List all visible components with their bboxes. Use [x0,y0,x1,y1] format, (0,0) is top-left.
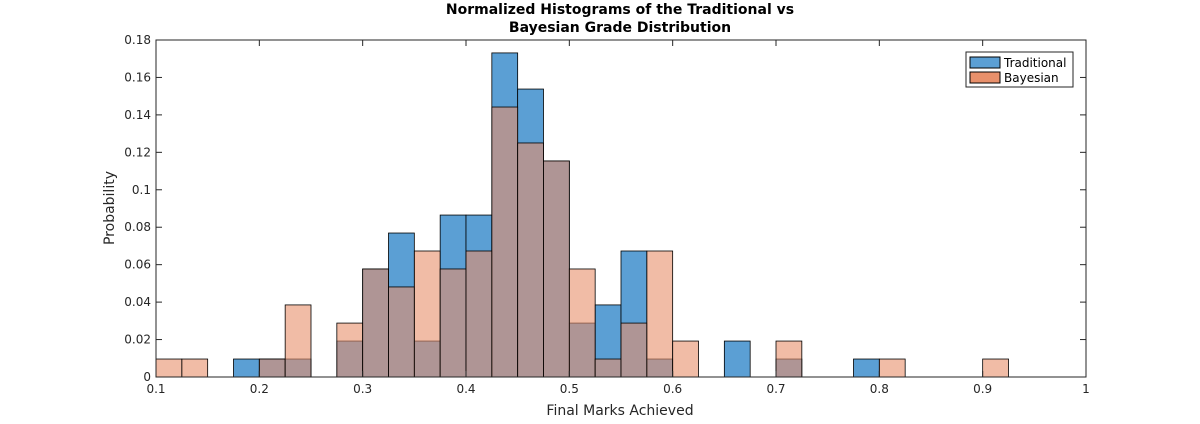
legend[interactable]: Traditional Bayesian [965,51,1074,88]
bar-bayesian-bin-7 [336,322,364,378]
bar-bayesian-bin-20 [672,340,699,378]
bar-bayesian-bin-18 [620,322,648,378]
y-tick-label: 0.08 [124,220,151,234]
x-tick-label: 0.3 [353,382,372,396]
bar-traditional-bin-27 [853,358,880,378]
bar-bayesian-bin-9 [388,286,415,378]
bar-bayesian-bin-1 [181,358,209,378]
y-tick-label: 0 [143,370,151,384]
bar-bayesian-bin-14 [517,142,544,378]
y-tick-label: 0.18 [124,33,151,47]
bar-bayesian-bin-10 [413,250,441,378]
x-tick-label: 0.8 [870,382,889,396]
bar-bayesian-bin-11 [439,268,467,378]
x-tick-label: 0.5 [560,382,579,396]
axis-ticks: 0.1 0.2 0.3 0.4 0.5 0.6 0.7 0.8 0.9 1 0 0.02 0.04 0.0… [124,33,1090,396]
chart-title-line-1: Normalized Histograms of the Traditional… [446,2,794,18]
bar-bayesian-bin-12 [465,250,493,378]
bar-traditional-bin-3 [233,358,260,378]
x-tick-label: 0.6 [663,382,682,396]
x-tick-label: 0.9 [973,382,992,396]
histogram-bars [155,52,1009,378]
x-tick-label: 1 [1082,382,1090,396]
legend-swatch-traditional [969,56,1001,69]
x-tick-label: 0.1 [146,382,165,396]
y-tick-label: 0.06 [124,258,151,272]
bar-traditional-bin-22 [723,340,751,378]
bar-bayesian-bin-4 [258,358,286,378]
bar-bayesian-bin-8 [362,268,389,378]
y-tick-label: 0.1 [132,183,151,197]
chart-title-line-2: Bayesian Grade Distribution [509,20,731,36]
y-tick-label: 0.02 [124,333,151,347]
legend-label-traditional: Traditional [1003,56,1066,70]
bar-bayesian-bin-32 [982,358,1009,378]
bar-bayesian-bin-28 [878,358,906,378]
legend-swatch-bayesian [969,71,1001,84]
bar-bayesian-bin-15 [543,160,570,378]
bar-bayesian-bin-17 [594,358,622,378]
y-tick-label: 0.04 [124,295,151,309]
x-tick-label: 0.4 [456,382,475,396]
legend-label-bayesian: Bayesian [1004,71,1059,85]
bar-bayesian-bin-16 [568,268,596,378]
bar-bayesian-bin-0 [155,358,183,378]
x-tick-label: 0.7 [766,382,785,396]
bar-bayesian-bin-13 [491,106,519,378]
plot-area-frame [155,39,1087,378]
bar-bayesian-bin-24 [775,340,803,378]
bar-bayesian-bin-19 [646,250,674,378]
bar-bayesian-bin-5 [284,304,312,378]
y-tick-label: 0.12 [124,145,151,159]
x-tick-label: 0.2 [250,382,269,396]
y-tick-label: 0.16 [124,70,151,84]
y-tick-label: 0.14 [124,108,151,122]
y-axis-label: Probability [102,171,118,245]
x-axis-label: Final Marks Achieved [546,403,693,419]
